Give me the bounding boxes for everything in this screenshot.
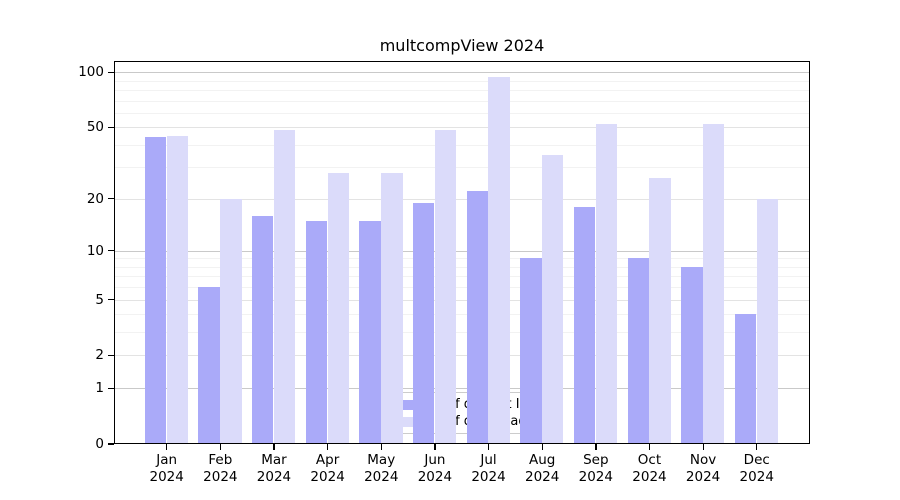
bar-downloads-oct (649, 178, 671, 444)
y-axis-tick (108, 198, 114, 200)
gridline-minor (115, 266, 809, 268)
y-axis-tick (108, 71, 114, 73)
bar-distinct-ips-jun (413, 202, 435, 444)
gridline-minor (115, 80, 809, 82)
bar-downloads-sep (595, 124, 618, 444)
x-tick-label: May 2024 (364, 452, 399, 485)
bar-distinct-ips-nov (681, 266, 703, 444)
bar-distinct-ips-sep (573, 206, 596, 444)
x-tick-label: Jan 2024 (149, 452, 184, 485)
x-tick-label: Mar 2024 (256, 452, 292, 485)
bar-distinct-ips-feb (198, 287, 220, 444)
y-axis-tick (108, 354, 114, 357)
x-axis-tick (595, 444, 597, 450)
y-tick-label: 5 (95, 291, 104, 308)
y-tick-label: 1 (95, 380, 104, 397)
y-tick-label: 100 (78, 64, 104, 81)
y-axis-tick (108, 250, 114, 252)
bar-distinct-ips-dec (734, 314, 757, 444)
gridline-major (115, 72, 809, 74)
gridline-major (115, 198, 809, 200)
bar-downloads-mar (273, 130, 296, 444)
plot-frame (114, 61, 810, 444)
gridline-minor (115, 89, 809, 91)
gridline-major (115, 127, 809, 129)
bar-downloads-dec (756, 198, 779, 444)
gridline-minor (115, 314, 809, 316)
x-tick-label: Aug 2024 (524, 452, 560, 485)
bar-distinct-ips-apr (305, 220, 328, 444)
y-tick-label: 10 (86, 242, 104, 259)
y-tick-label: 20 (86, 190, 104, 207)
bar-distinct-ips-mar (252, 215, 274, 444)
x-axis-tick (166, 444, 168, 450)
bar-distinct-ips-may (359, 220, 381, 444)
bar-downloads-apr (327, 172, 349, 444)
gridline-major (115, 250, 809, 252)
bar-downloads-jan (166, 135, 188, 444)
gridline-minor (115, 144, 809, 146)
x-tick-label: Dec 2024 (739, 452, 774, 485)
x-axis-tick (219, 444, 222, 450)
y-axis-tick (108, 387, 114, 389)
y-axis-tick (108, 299, 114, 301)
gridline-minor (115, 167, 809, 169)
x-axis-tick (487, 444, 490, 450)
y-axis-tick (108, 126, 114, 128)
gridline-minor (115, 276, 809, 278)
bar-downloads-jun (434, 130, 457, 444)
y-tick-label: 50 (86, 119, 104, 136)
x-axis-tick (380, 444, 382, 450)
gridline-minor (115, 258, 809, 260)
bar-downloads-may (381, 172, 403, 444)
x-tick-label: Nov 2024 (685, 452, 721, 485)
x-tick-label: Jun 2024 (417, 452, 453, 485)
gridline-major (115, 299, 809, 301)
bar-downloads-feb (220, 198, 242, 444)
y-tick-label: 2 (95, 347, 104, 364)
bar-distinct-ips-jan (144, 137, 167, 444)
x-axis-tick (648, 444, 651, 450)
bar-downloads-aug (542, 155, 564, 444)
y-tick-label: 0 (95, 436, 104, 452)
x-axis-tick (541, 444, 543, 450)
x-tick-label: Apr 2024 (310, 452, 345, 485)
bar-distinct-ips-aug (520, 258, 542, 444)
gridline-minor (115, 112, 809, 114)
x-axis-tick (434, 444, 436, 450)
x-tick-label: Oct 2024 (632, 452, 667, 485)
gridline-minor (115, 332, 809, 334)
x-axis-tick (273, 444, 275, 450)
gridline-minor (115, 287, 809, 289)
x-tick-label: Feb 2024 (203, 452, 238, 485)
x-axis-tick (702, 444, 704, 450)
gridline-major (115, 355, 809, 357)
bar-distinct-ips-oct (627, 258, 649, 444)
gridline-minor (115, 100, 809, 102)
chart-title: multcompView 2024 (379, 36, 545, 55)
bar-distinct-ips-jul (466, 191, 489, 444)
x-axis-tick (756, 444, 758, 450)
bar-downloads-jul (488, 77, 510, 444)
gridline-major (115, 388, 809, 390)
y-axis-tick (108, 443, 114, 445)
x-tick-label: Sep 2024 (578, 452, 613, 485)
x-tick-label: Jul 2024 (471, 452, 506, 485)
bar-downloads-nov (703, 124, 725, 444)
x-axis-tick (327, 444, 329, 450)
